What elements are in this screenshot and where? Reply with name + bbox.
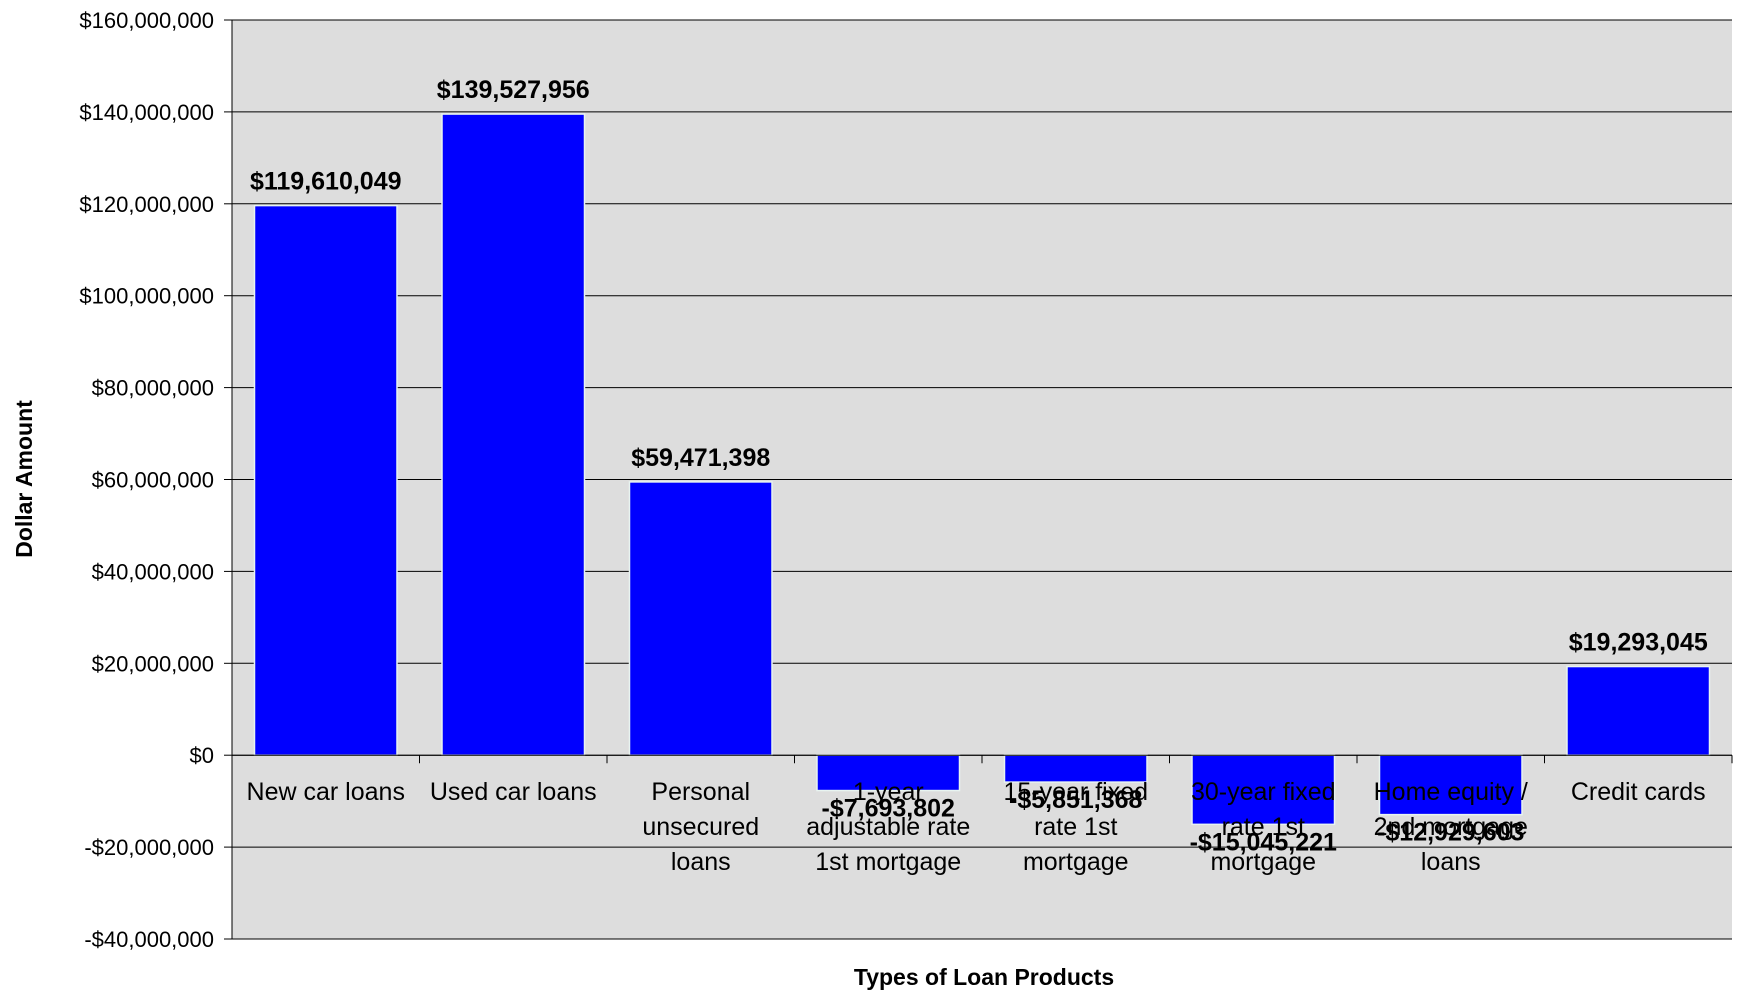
x-tick-label-line: New car loans	[247, 778, 405, 806]
y-tick-label: -$40,000,000	[84, 927, 214, 952]
y-tick-label: $120,000,000	[79, 192, 214, 217]
y-tick-label: $80,000,000	[92, 376, 214, 401]
value-label: -$15,045,221	[1190, 828, 1337, 856]
value-label: -$7,693,802	[822, 795, 955, 823]
x-tick-label: Used car loans	[430, 778, 597, 806]
x-tick-label: Credit cards	[1571, 778, 1706, 806]
y-tick-label: $20,000,000	[92, 651, 214, 676]
x-tick-label: New car loans	[247, 778, 405, 806]
x-tick-label-line: 1st mortgage	[815, 848, 961, 876]
x-tick-label-line: Personal	[651, 778, 750, 806]
x-tick-label-line: mortgage	[1023, 848, 1129, 876]
x-tick-label-line: rate 1st	[1034, 813, 1117, 841]
x-tick-label-line: 30-year fixed	[1191, 778, 1336, 806]
x-tick-label-line: adjustable rate	[806, 813, 970, 841]
bar	[441, 113, 586, 756]
x-tick-label: Personal unsecured loans	[642, 778, 759, 876]
value-label: $139,527,956	[437, 76, 590, 104]
bar	[1378, 754, 1523, 816]
bar	[253, 204, 398, 756]
x-tick-label-line: Credit cards	[1571, 778, 1706, 806]
y-tick-label: $140,000,000	[79, 100, 214, 125]
x-tick-label: 15-year fixed rate 1st mortgage	[1003, 778, 1148, 876]
x-tick-label-line: 15-year fixed	[1003, 778, 1148, 806]
y-tick-label: $160,000,000	[79, 8, 214, 33]
value-label: $119,610,049	[250, 168, 402, 196]
x-tick-label: 1-year adjustable rate 1st mortgage	[806, 778, 970, 876]
x-tick-label: Home equity / 2nd mortgage loans	[1374, 778, 1528, 876]
x-tick-label-line: Home equity /	[1374, 778, 1528, 806]
x-tick-label: 30-year fixed rate 1st mortgage	[1191, 778, 1336, 876]
x-tick-label-line: loans	[671, 848, 731, 876]
y-tick-label: $100,000,000	[79, 284, 214, 309]
value-label: -$5,851,368	[1009, 786, 1143, 814]
y-tick-label: $60,000,000	[92, 468, 214, 493]
x-tick-label-line: Used car loans	[430, 778, 597, 806]
bar	[628, 481, 773, 756]
bar	[1566, 665, 1711, 756]
x-tick-label-line: 2nd mortgage	[1374, 813, 1528, 841]
x-tick-label-line: unsecured	[642, 813, 759, 841]
value-label: $19,293,045	[1569, 629, 1708, 657]
y-axis-title: Dollar Amount	[11, 400, 37, 558]
y-tick-label: $40,000,000	[92, 559, 214, 584]
x-tick-label-line: rate 1st	[1222, 813, 1305, 841]
value-label: -$12,929,603	[1377, 819, 1524, 847]
x-tick-label-line: loans	[1421, 848, 1481, 876]
x-tick-label-line: 1-year	[853, 778, 924, 806]
x-axis-title: Types of Loan Products	[854, 964, 1114, 990]
y-tick-label: -$20,000,000	[84, 835, 214, 860]
x-tick-label-line: mortgage	[1210, 848, 1316, 876]
y-tick-label: $0	[190, 743, 214, 768]
bar	[816, 754, 961, 792]
value-label: $59,471,398	[631, 444, 770, 472]
